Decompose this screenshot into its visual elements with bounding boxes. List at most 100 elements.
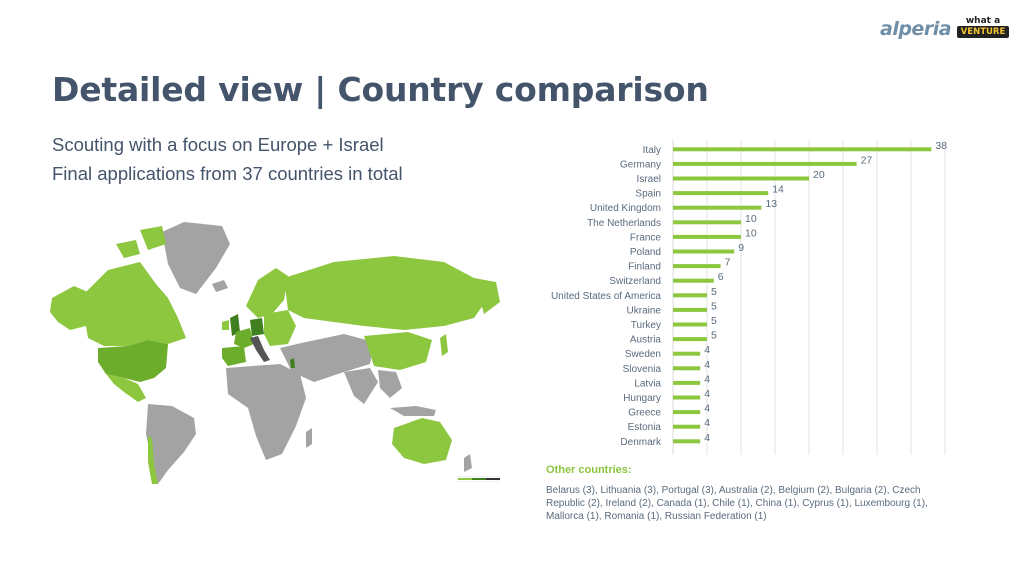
category-label: Sweden xyxy=(625,349,661,360)
data-label: 5 xyxy=(711,286,717,298)
map-alaska xyxy=(50,286,88,330)
category-label: Germany xyxy=(620,159,661,170)
map-spain xyxy=(222,346,246,366)
alperia-logo: alperia xyxy=(880,18,952,40)
map-uk xyxy=(230,314,240,336)
category-label: United States of America xyxy=(551,291,661,302)
category-label: Latvia xyxy=(634,378,661,389)
bar xyxy=(673,395,701,400)
bar xyxy=(673,410,701,415)
category-label: Spain xyxy=(635,189,661,200)
bar xyxy=(673,191,769,196)
data-label: 4 xyxy=(704,373,710,385)
map-germany xyxy=(250,318,264,336)
data-label: 10 xyxy=(745,227,757,239)
map-se-asia xyxy=(378,370,402,398)
map-arctic-islands xyxy=(116,226,166,258)
bar xyxy=(673,220,741,225)
data-label: 13 xyxy=(765,198,777,210)
data-label: 5 xyxy=(711,330,717,342)
map-australia xyxy=(392,418,452,464)
category-label: Finland xyxy=(628,262,661,273)
map-eastern-europe xyxy=(264,310,296,346)
data-label: 4 xyxy=(704,403,710,415)
bar xyxy=(673,322,707,327)
map-greenland xyxy=(162,222,230,294)
data-label: 5 xyxy=(711,315,717,327)
map-israel xyxy=(290,358,295,368)
logo-bottom-text: VENTURE xyxy=(957,26,1009,38)
category-label: Poland xyxy=(630,247,661,258)
map-india xyxy=(344,368,378,404)
data-label: 4 xyxy=(704,432,710,444)
map-iceland xyxy=(212,280,228,292)
category-label: Hungary xyxy=(623,393,661,404)
data-label: 4 xyxy=(704,344,710,356)
category-label: Italy xyxy=(643,145,661,156)
data-label: 5 xyxy=(711,300,717,312)
map-new-zealand xyxy=(464,454,472,472)
data-label: 38 xyxy=(935,140,947,152)
category-label: The Netherlands xyxy=(587,218,661,229)
map-scandinavia xyxy=(246,268,288,318)
bar xyxy=(673,380,701,385)
category-label: Switzerland xyxy=(609,276,661,287)
bar xyxy=(673,264,721,269)
data-label: 14 xyxy=(772,184,784,196)
category-label: France xyxy=(630,232,662,243)
bar xyxy=(673,249,735,254)
logo-top-text: what a xyxy=(965,16,1001,26)
map-japan xyxy=(440,334,448,356)
bar xyxy=(673,205,762,210)
map-color-scale xyxy=(458,476,500,482)
data-label: 20 xyxy=(813,169,825,181)
data-label: 4 xyxy=(704,417,710,429)
category-label: Turkey xyxy=(631,320,661,331)
map-middle-east xyxy=(280,334,374,382)
map-kamchatka xyxy=(474,278,500,314)
category-label: Israel xyxy=(637,174,661,185)
subtitle-line: Final applications from 37 countries in … xyxy=(52,163,403,184)
map-ireland xyxy=(222,320,229,330)
map-mexico xyxy=(106,374,146,402)
map-italy xyxy=(250,336,270,362)
bar xyxy=(673,307,707,312)
category-label: Estonia xyxy=(628,422,662,433)
map-madagascar xyxy=(306,428,312,448)
bar xyxy=(673,161,857,166)
data-label: 7 xyxy=(725,257,731,269)
category-label: Greece xyxy=(628,408,661,419)
bar xyxy=(673,278,714,283)
bar xyxy=(673,439,701,444)
data-label: 4 xyxy=(704,388,710,400)
map-chile xyxy=(148,436,158,484)
category-label: Ukraine xyxy=(627,305,662,316)
subtitle-line: Scouting with a focus on Europe + Israel xyxy=(52,134,384,155)
bar xyxy=(673,337,707,342)
other-countries-list: Belarus (3), Lithuania (3), Portugal (3)… xyxy=(546,485,928,522)
category-label: United Kingdom xyxy=(590,203,661,214)
map-south-america xyxy=(146,404,196,484)
data-label: 27 xyxy=(861,154,873,166)
data-label: 6 xyxy=(718,271,724,283)
map-africa xyxy=(226,364,306,460)
category-label: Denmark xyxy=(620,437,662,448)
map-russia xyxy=(284,256,488,330)
other-countries-title: Other countries: xyxy=(546,464,632,476)
map-indonesia xyxy=(390,406,436,416)
page-title: Detailed view | Country comparison xyxy=(52,70,709,109)
map-france xyxy=(234,328,254,348)
what-a-venture-logo: what a VENTURE xyxy=(957,16,1009,42)
map-canada xyxy=(86,262,186,346)
bar xyxy=(673,351,701,356)
bar xyxy=(673,293,707,298)
bar xyxy=(673,176,809,181)
data-label: 10 xyxy=(745,213,757,225)
bar xyxy=(673,147,932,152)
bar xyxy=(673,366,701,371)
world-map xyxy=(50,222,500,484)
category-label: Slovenia xyxy=(623,364,662,375)
bar xyxy=(673,234,741,239)
category-label: Austria xyxy=(630,335,662,346)
country-bar-chart: Italy 38 Germany 27 Israel 20 Spain 14 United Ki… xyxy=(551,140,947,455)
